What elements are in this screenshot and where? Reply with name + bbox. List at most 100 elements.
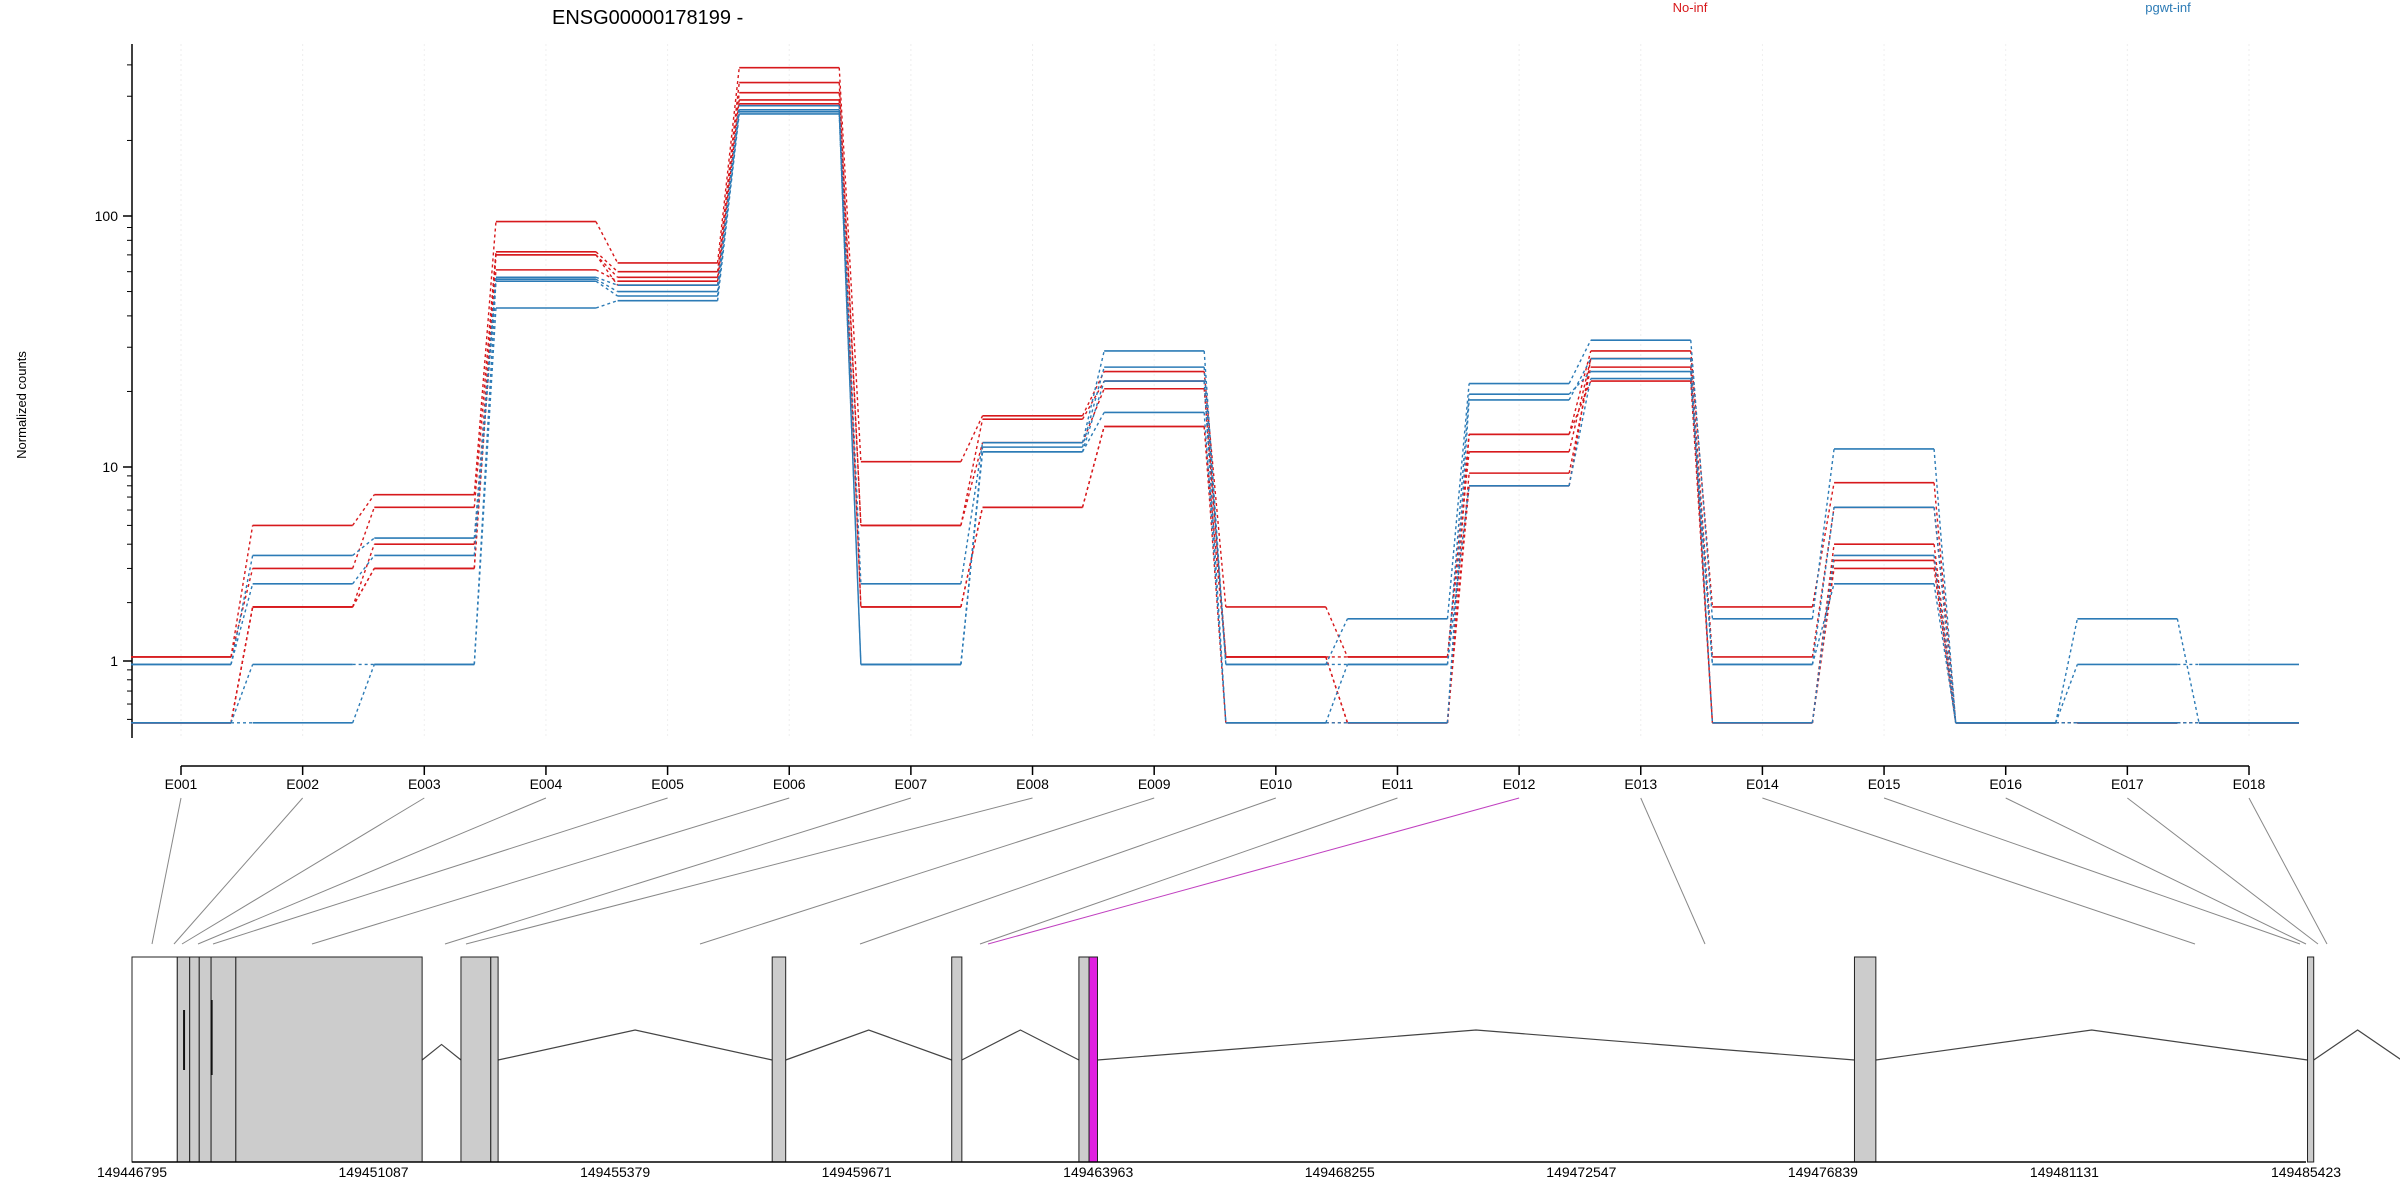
exon-join-mark [473, 281, 497, 665]
connector-line [311, 797, 790, 945]
series-No-inf-2 [131, 91, 2299, 724]
exon-join-mark [838, 82, 862, 526]
y-axis: 1 10 100 [95, 44, 133, 738]
exon-join-mark [473, 251, 497, 508]
x-tick-label: E004 [530, 776, 563, 792]
exon-box [1078, 956, 1090, 1163]
connector-line [979, 797, 1398, 945]
series-pgwt-inf-8 [131, 111, 2299, 724]
connector-line [2248, 797, 2328, 945]
x-tick-label: E002 [286, 776, 319, 792]
gene-model [131, 956, 2400, 1163]
exon-join-mark [1811, 507, 1835, 665]
x-tick-label: E014 [1746, 776, 1779, 792]
exon-join-mark [1933, 507, 1957, 723]
exon-count-series [131, 66, 2299, 724]
exon-join-mark [838, 105, 862, 584]
exon-box [1853, 956, 1877, 1163]
connector-line [2005, 797, 2307, 945]
exon-join-mark [1081, 412, 1105, 453]
exon-join-mark [1568, 378, 1592, 486]
exon-join-mark [1081, 380, 1105, 452]
series-No-inf-0 [131, 66, 2299, 724]
intron-line [1875, 1029, 2308, 1061]
intron-line [421, 1043, 462, 1061]
intron-line [785, 1029, 952, 1061]
exon-join-mark [960, 415, 984, 462]
x-tick-label: E012 [1503, 776, 1536, 792]
y-tick-label: 100 [95, 208, 119, 224]
exon-join-mark [595, 221, 619, 264]
exon-join-mark [1568, 371, 1592, 395]
exon-join-mark [230, 664, 254, 724]
exon-join-mark [1325, 656, 1349, 724]
connector-line [859, 797, 1276, 945]
exon-join-mark [838, 111, 862, 665]
legend-label-no-inf: No-inf [1673, 0, 1708, 15]
exon-box [2307, 956, 2315, 1163]
connector-line [173, 797, 304, 945]
x-tick-label: E001 [165, 776, 198, 792]
exon-join-mark [960, 507, 984, 608]
connector-line [444, 797, 912, 945]
exon-box [771, 956, 787, 1163]
genomic-coordinate-axis: 149446795 149451087 149455379 149459671 1494… [97, 1161, 2341, 1180]
exon-join-mark [230, 606, 254, 723]
exon-join-mark [1446, 399, 1470, 723]
exon-join-mark [1325, 606, 1349, 658]
x-tick-label: E010 [1259, 776, 1292, 792]
exon-join-mark [1811, 448, 1835, 619]
series-No-inf-1 [131, 81, 2299, 724]
exon-join-mark [595, 254, 619, 286]
exon-join-mark [595, 280, 618, 297]
exon-join-mark [716, 67, 740, 264]
connector-line [181, 797, 425, 945]
exon-box [490, 956, 499, 1163]
exon-join-mark [1203, 426, 1227, 723]
exon-join-mark [1568, 350, 1592, 435]
exon-join-mark [838, 113, 862, 665]
exon-join-mark [1081, 350, 1105, 443]
x-tick-label: E003 [408, 776, 441, 792]
vertical-gridlines [180, 44, 2250, 738]
highlighted-connector [987, 797, 1520, 945]
coordinate-tick-label: 149468255 [1305, 1164, 1375, 1180]
exon-join-mark [230, 606, 254, 723]
exon-join-mark [352, 555, 375, 585]
exon-join-mark [1568, 358, 1592, 401]
exon-join-mark [230, 568, 254, 658]
exon-join-mark [960, 419, 984, 526]
connector-line [2127, 797, 2319, 945]
exon-join-mark [2055, 664, 2079, 724]
exon-join-mark [1446, 485, 1470, 665]
exon-join-mark [1081, 366, 1105, 448]
exon-box [210, 956, 237, 1163]
exon-join-mark [1325, 656, 1349, 724]
exon-join-mark [351, 507, 375, 569]
exon-join-mark [1933, 555, 1957, 723]
exon-join-mark [352, 494, 375, 526]
y-tick-label: 1 [110, 653, 118, 669]
intron-line [961, 1029, 1080, 1061]
exon-join-mark [1933, 448, 1957, 723]
exon-join-mark [716, 111, 740, 297]
intron-line [497, 1029, 773, 1061]
coordinate-tick-label: 149472547 [1546, 1164, 1616, 1180]
exon-join-mark [1446, 485, 1470, 723]
exon-join-mark [1568, 339, 1592, 384]
exon-join-mark [595, 276, 618, 286]
exon-join-mark [1446, 434, 1470, 657]
exon-join-mark [1811, 555, 1835, 723]
x-tick-label: E009 [1138, 776, 1171, 792]
exon-join-mark [716, 82, 740, 272]
coordinate-tick-label: 149485423 [2271, 1164, 2341, 1180]
coordinate-tick-label: 149481131 [2030, 1164, 2099, 1180]
connector-line [1762, 797, 2196, 945]
exon-join-mark [595, 278, 618, 293]
series-pgwt-inf-5 [131, 104, 2299, 724]
x-tick-label: E018 [2233, 776, 2266, 792]
y-axis-label: Normalized counts [14, 351, 29, 459]
x-tick-label: E015 [1868, 776, 1901, 792]
x-tick-label: E007 [895, 776, 928, 792]
